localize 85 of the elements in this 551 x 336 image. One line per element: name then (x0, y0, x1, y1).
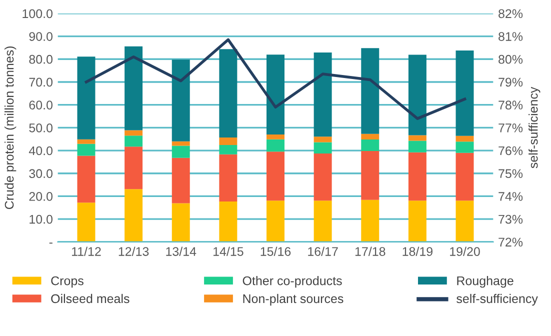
bar (361, 200, 380, 242)
bar (172, 158, 190, 204)
bar (219, 138, 238, 146)
legend-label: Oilseed meals (51, 294, 130, 304)
bar (361, 48, 380, 134)
bar (172, 146, 190, 158)
y-tick-label: 50.0 (29, 123, 53, 132)
bar (77, 156, 96, 203)
x-tick-label: 16/17 (308, 246, 338, 256)
y2-tick-label: 74% (498, 192, 523, 201)
bar (408, 135, 426, 141)
bar (408, 54, 426, 136)
y-tick-label: 80.0 (29, 54, 53, 64)
bar (219, 49, 238, 138)
x-tick-label: 19/20 (450, 246, 480, 256)
bar (266, 54, 284, 135)
y-tick-label: 60.0 (29, 100, 53, 110)
bar (219, 154, 238, 202)
legend-label: Non-plant sources (243, 294, 344, 306)
y2-tick-label: 78% (498, 100, 523, 110)
bar (456, 200, 474, 242)
legend-label: Other co-products (242, 276, 342, 288)
bar (456, 152, 474, 201)
bar (172, 141, 190, 146)
bar (361, 140, 380, 151)
x-tick-label: 14/15 (214, 246, 244, 256)
bar (124, 146, 143, 190)
bar (456, 50, 474, 136)
bar (361, 134, 380, 140)
bar (456, 142, 474, 153)
bar (408, 200, 426, 242)
bar (77, 202, 96, 242)
bar (172, 203, 190, 242)
x-tick-label: 11/12 (72, 246, 101, 256)
y2-axis-title: self-sufficiency (528, 86, 540, 168)
bar (361, 150, 380, 200)
bar (314, 52, 332, 137)
x-tick-label: 12/13 (118, 246, 149, 256)
y-tick-label: 70.0 (29, 78, 53, 87)
bar (314, 136, 332, 142)
y-tick-label: 40.0 (28, 146, 53, 156)
y2-tick-label: 77% (498, 124, 523, 132)
bar (408, 140, 426, 152)
y-tick-label: 20.0 (29, 192, 53, 201)
bar (266, 134, 284, 140)
bar (77, 139, 96, 144)
bar (266, 139, 284, 152)
y2-tick-label: 79% (498, 78, 523, 87)
bar (219, 145, 238, 154)
x-tick-label: 18/19 (402, 246, 432, 256)
bar (314, 142, 332, 154)
legend-label: Crops (51, 276, 84, 288)
bar (124, 189, 143, 242)
bar (124, 136, 143, 147)
y2-tick-label: 72% (498, 238, 523, 247)
x-tick-label: 15/16 (260, 246, 291, 256)
bar (314, 154, 332, 201)
y2-tick-label: 81% (498, 32, 523, 41)
y-tick-label: 90.0 (29, 32, 53, 41)
bar (172, 60, 190, 142)
bar (266, 152, 284, 201)
y-tick-label: 100.0 (22, 9, 53, 18)
y2-tick-label: 76% (498, 146, 523, 156)
y2-tick-label: 80% (498, 54, 523, 64)
y-tick-label: - (49, 242, 52, 244)
y-tick-label: 30.0 (29, 169, 53, 178)
bar (124, 130, 143, 136)
line-series (84, 38, 466, 120)
y2-tick-label: 73% (498, 214, 523, 224)
legend-label: Roughage (457, 276, 514, 288)
bar (266, 200, 284, 242)
bar (456, 136, 474, 142)
y2-tick-label: 82% (498, 9, 523, 18)
bar (77, 144, 96, 156)
bar (124, 46, 143, 130)
x-tick-label: 17/18 (355, 246, 386, 256)
x-tick-label: 13/14 (166, 246, 196, 256)
bar (77, 56, 96, 140)
bar (408, 152, 426, 201)
bar (314, 200, 332, 242)
legend-label: self-sufficiency (456, 294, 538, 306)
y-tick-label: 10.0 (30, 214, 53, 224)
y2-tick-label: 75% (498, 169, 523, 178)
y-axis-title: Crude protein (million tonnes) (4, 46, 16, 210)
bar (219, 201, 238, 242)
